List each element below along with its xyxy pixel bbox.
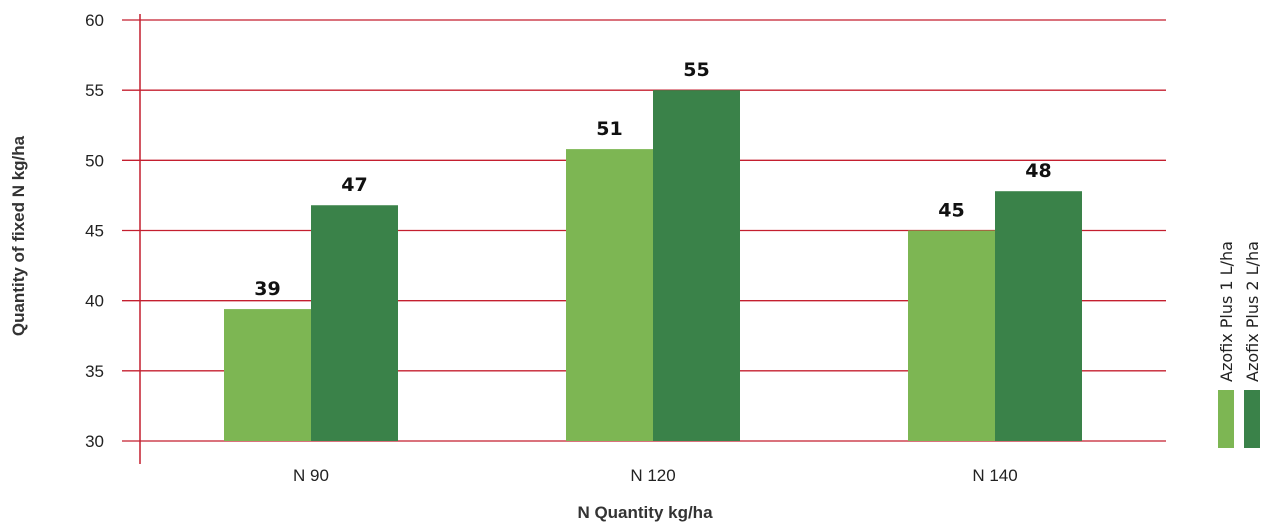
legend-swatch [1244, 390, 1260, 448]
legend-label: Azofix Plus 1 L/ha [1217, 241, 1236, 382]
bar [995, 191, 1082, 441]
data-label: 51 [596, 118, 622, 140]
bar [653, 90, 740, 442]
data-label: 45 [938, 200, 964, 222]
y-tick-label: 60 [85, 11, 104, 30]
bar [908, 230, 995, 441]
data-label: 47 [341, 174, 367, 196]
bar [311, 205, 398, 441]
x-tick-label: N 90 [293, 466, 329, 485]
data-labels: 39 47 51 55 45 48 [254, 59, 1051, 300]
y-axis-ticks: 30 35 40 45 50 55 60 [85, 11, 104, 451]
bar [566, 149, 653, 441]
y-tick-label: 55 [85, 81, 104, 100]
data-label: 55 [683, 59, 709, 81]
y-axis-title: Quantity of fixed N kg/ha [9, 135, 28, 336]
x-tick-label: N 140 [972, 466, 1017, 485]
data-label: 39 [254, 278, 280, 300]
x-tick-label: N 120 [630, 466, 675, 485]
legend-label: Azofix Plus 2 L/ha [1243, 241, 1262, 382]
x-axis-title: N Quantity kg/ha [577, 503, 713, 522]
y-tick-label: 30 [85, 432, 104, 451]
y-tick-label: 50 [85, 151, 104, 170]
bars [224, 90, 1082, 442]
legend: Azofix Plus 1 L/ha Azofix Plus 2 L/ha [1217, 241, 1262, 448]
y-tick-label: 45 [85, 222, 104, 241]
data-label: 48 [1025, 160, 1051, 182]
y-tick-label: 40 [85, 292, 104, 311]
x-axis-ticks: N 90 N 120 N 140 [293, 466, 1018, 485]
legend-swatch [1218, 390, 1234, 448]
bar [224, 309, 311, 441]
y-tick-label: 35 [85, 362, 104, 381]
